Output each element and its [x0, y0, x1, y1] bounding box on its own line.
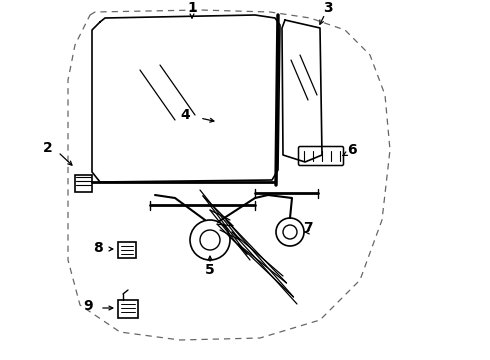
Text: 2: 2 [43, 141, 53, 155]
Text: 6: 6 [347, 143, 357, 157]
Text: 5: 5 [205, 263, 215, 277]
Polygon shape [75, 175, 92, 192]
Text: 9: 9 [83, 299, 93, 313]
Text: 8: 8 [93, 241, 103, 255]
FancyBboxPatch shape [298, 147, 343, 166]
Bar [118, 300, 138, 318]
Bar [118, 242, 136, 258]
Text: 1: 1 [187, 1, 197, 15]
Text: 4: 4 [180, 108, 190, 122]
Text: 7: 7 [303, 221, 313, 235]
Text: 3: 3 [323, 1, 333, 15]
